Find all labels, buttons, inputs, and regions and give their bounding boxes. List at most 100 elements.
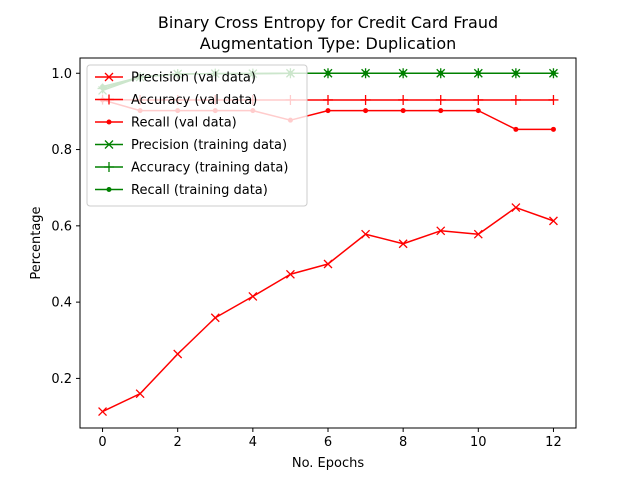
x-axis-label: No. Epochs: [292, 456, 365, 471]
legend-label: Precision (training data): [131, 138, 287, 153]
data-point-shape: [363, 70, 369, 76]
legend-label: Recall (val data): [131, 116, 237, 131]
data-point-shape: [510, 94, 521, 105]
data-point: [548, 94, 559, 105]
legend-label: Accuracy (training data): [131, 161, 288, 176]
legend-marker-shape: [106, 119, 112, 125]
legend-marker: [104, 162, 114, 172]
legend-marker: [106, 119, 112, 125]
data-point-shape: [548, 94, 559, 105]
data-point-shape: [135, 389, 145, 399]
data-point: [400, 108, 406, 114]
legend-box: [86, 64, 308, 207]
y-tick-label: 0.2: [51, 372, 72, 387]
data-point: [511, 203, 521, 212]
legend-label: Accuracy (val data): [131, 93, 257, 108]
data-point-shape: [475, 108, 481, 114]
legend-marker-shape: [104, 162, 114, 172]
data-point: [248, 291, 258, 301]
data-point: [210, 313, 220, 323]
legend-entry: Recall (val data): [95, 116, 237, 131]
data-point-shape: [361, 229, 371, 239]
data-point: [135, 389, 145, 399]
data-point: [285, 269, 295, 279]
x-tick-label: 6: [324, 435, 332, 450]
data-point-shape: [363, 108, 369, 114]
y-tick-label: 0.6: [51, 219, 72, 234]
data-point-shape: [435, 94, 446, 105]
data-point-shape: [398, 239, 408, 249]
data-point: [98, 407, 108, 417]
data-point-shape: [513, 70, 519, 76]
x-tick-label: 10: [470, 435, 487, 450]
data-point: [361, 229, 371, 239]
data-point: [550, 126, 556, 132]
data-point-shape: [325, 108, 331, 114]
x-axis-ticks: 0 2 4 6 8 10 12: [98, 428, 562, 450]
data-point-shape: [323, 259, 333, 269]
data-point-shape: [550, 126, 556, 132]
data-point: [438, 108, 444, 114]
legend-marker-shape: [104, 72, 114, 82]
data-point-shape: [360, 94, 371, 105]
data-point: [363, 108, 369, 114]
x-tick-label: 8: [399, 435, 407, 450]
legend-entry: Recall (training data): [95, 183, 268, 198]
legend-entry: Accuracy (val data): [95, 93, 257, 108]
data-point-shape: [323, 94, 333, 105]
legend-marker-shape: [104, 94, 114, 105]
x-tick-label: 0: [98, 435, 106, 450]
data-point-shape: [438, 70, 444, 76]
data-point: [323, 94, 333, 105]
x-tick-label: 12: [545, 435, 562, 450]
data-point: [398, 239, 408, 249]
legend-entry: Precision (val data): [95, 71, 256, 86]
data-point-shape: [513, 126, 519, 132]
y-tick-label: 1.0: [51, 67, 72, 82]
data-point: [475, 70, 481, 76]
data-point-shape: [400, 108, 406, 114]
data-point-shape: [248, 291, 258, 301]
data-point: [550, 70, 556, 76]
data-point: [435, 94, 446, 105]
data-point-shape: [548, 216, 558, 226]
data-point: [510, 94, 521, 105]
legend-marker-shape: [104, 140, 114, 149]
data-point: [360, 94, 371, 105]
data-point: [513, 126, 519, 132]
data-point-shape: [98, 407, 108, 417]
data-point: [473, 229, 483, 239]
legend-marker: [104, 94, 114, 105]
data-point: [513, 70, 519, 76]
data-point: [323, 259, 333, 269]
legend-marker: [104, 140, 114, 149]
y-tick-label: 0.8: [51, 143, 72, 158]
data-point-shape: [398, 94, 409, 105]
data-point-shape: [325, 70, 331, 76]
y-axis-ticks: 0.2 0.4 0.6 0.8 1.0: [51, 67, 80, 387]
x-tick-label: 4: [249, 435, 257, 450]
data-point-shape: [475, 70, 481, 76]
data-point: [325, 108, 331, 114]
data-point-shape: [550, 70, 556, 76]
chart-title-line-1: Binary Cross Entropy for Credit Card Fra…: [158, 13, 498, 32]
legend-label: Precision (val data): [131, 71, 256, 86]
data-point: [548, 216, 558, 226]
y-tick-label: 0.4: [51, 296, 72, 311]
data-point-shape: [473, 94, 484, 105]
data-point: [325, 70, 331, 76]
data-point: [473, 94, 484, 105]
legend-marker: [104, 72, 114, 82]
data-point: [475, 108, 481, 114]
data-point: [173, 349, 183, 359]
y-axis-label: Percentage: [29, 206, 44, 279]
data-point-shape: [210, 313, 220, 323]
data-point-shape: [473, 229, 483, 239]
data-point-shape: [438, 108, 444, 114]
chart-title-line-2: Augmentation Type: Duplication: [200, 34, 457, 53]
legend-entry: Precision (training data): [95, 138, 287, 153]
legend-entry: Accuracy (training data): [95, 161, 288, 176]
data-point: [398, 94, 409, 105]
data-point-shape: [285, 269, 295, 279]
